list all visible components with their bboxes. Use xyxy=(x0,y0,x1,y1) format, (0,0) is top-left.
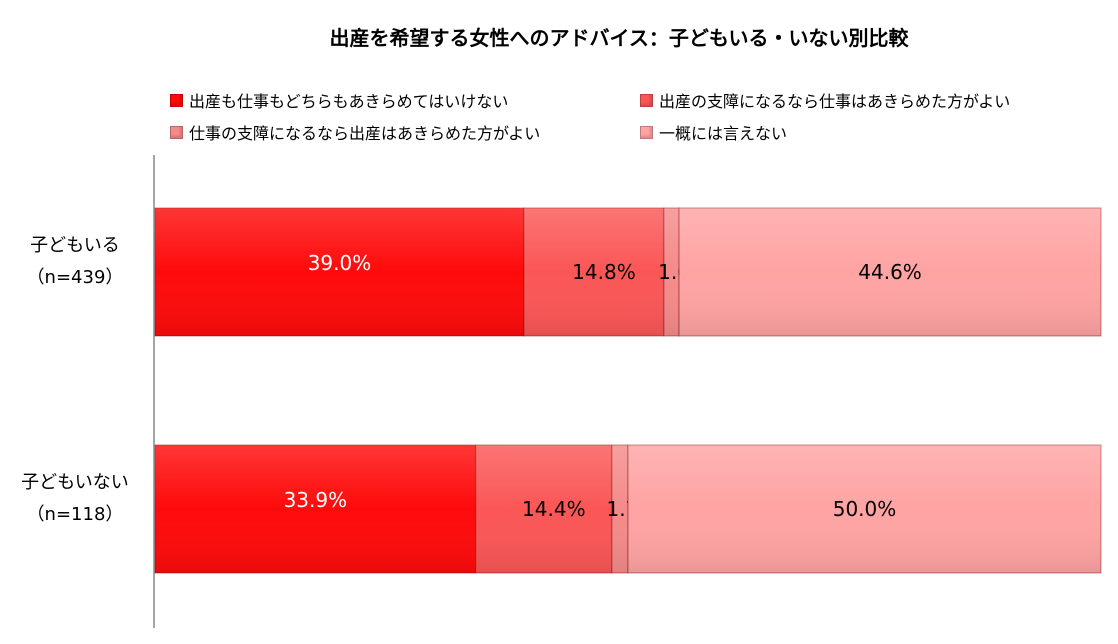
data-label: 33.9% xyxy=(284,488,348,512)
bar-shine xyxy=(155,208,524,336)
bar-shine xyxy=(628,445,1101,573)
bar-shine xyxy=(663,208,680,336)
legend-swatch xyxy=(640,125,653,139)
data-label: 44.6% xyxy=(858,260,922,284)
bar-shine xyxy=(679,208,1101,336)
data-label: 14.8% xyxy=(572,260,636,284)
legend-label: 出産の支障になるなら仕事はあきらめた方がよい xyxy=(659,92,1011,111)
bar-shine xyxy=(155,445,476,573)
category-sample-size: （n=118） xyxy=(26,504,124,525)
data-label: 50.0% xyxy=(833,497,897,521)
category-name: 子どもいない xyxy=(21,472,129,493)
legend-item: 仕事の支障になるなら出産はあきらめた方がよい xyxy=(170,120,540,144)
bar-shine xyxy=(523,208,664,336)
legend-swatch xyxy=(170,93,183,107)
chart-title: 出産を希望する女性へのアドバイス：子どもいる・いない別比較 xyxy=(329,26,909,50)
legend: 出産も仕事もどちらもあきらめてはいけない 出産の支障になるなら仕事はあきらめた方が… xyxy=(170,88,1110,148)
legend-item: 出産の支障になるなら仕事はあきらめた方がよい xyxy=(640,88,1010,112)
category-label: 子どもいない （n=118） xyxy=(0,467,150,531)
legend-swatch xyxy=(640,93,653,107)
legend-label: 一概には言えない xyxy=(659,124,788,143)
legend-item: 出産も仕事もどちらもあきらめてはいけない xyxy=(170,88,508,112)
legend-label: 仕事の支障になるなら出産はあきらめた方がよい xyxy=(189,124,541,143)
category-sample-size: （n=439） xyxy=(26,267,124,288)
category-name: 子どもいる xyxy=(30,235,120,256)
legend-swatch xyxy=(170,125,183,139)
bar-shine xyxy=(611,445,628,573)
legend-label: 出産も仕事もどちらもあきらめてはいけない xyxy=(189,92,509,111)
data-label: 39.0% xyxy=(308,251,372,275)
legend-item: 一概には言えない xyxy=(640,120,787,144)
bar-shine xyxy=(475,445,612,573)
category-label: 子どもいる （n=439） xyxy=(0,230,150,294)
data-label: 14.4% xyxy=(522,497,586,521)
